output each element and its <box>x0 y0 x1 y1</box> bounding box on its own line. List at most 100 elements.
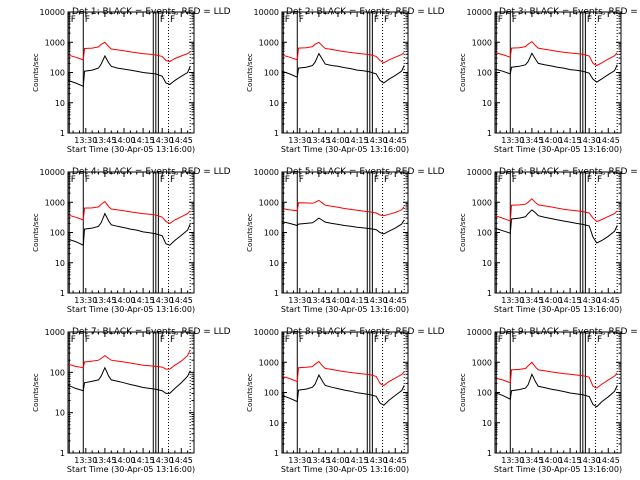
time-marker-label: F <box>374 15 379 25</box>
y-tick-label: 10000 <box>254 168 279 177</box>
events-series-line <box>494 52 618 83</box>
time-marker-label: F <box>597 15 602 25</box>
x-axis-label: Start Time (30-Apr-05 13:16:00) <box>494 305 622 314</box>
x-tick-label: 14:45 <box>384 296 407 305</box>
y-tick-label: 10 <box>482 99 492 108</box>
panel-title: Det 8: BLACK = Events, RED = LLD <box>286 327 445 337</box>
y-tick-label: 100 <box>477 229 492 238</box>
x-tick-label: 14:45 <box>597 456 620 465</box>
time-marker-label: F <box>512 335 517 345</box>
y-tick-label: 100 <box>50 69 65 78</box>
y-axis-label: Counts/sec <box>459 53 467 92</box>
x-tick-label: 14:00 <box>112 136 135 145</box>
y-axis-label: Counts/sec <box>459 213 467 252</box>
x-tick-label: 13:30 <box>288 136 311 145</box>
time-marker-label: F <box>160 175 165 185</box>
y-tick-label: 10 <box>482 259 492 268</box>
x-tick-label: 13:30 <box>288 456 311 465</box>
time-marker-label: F <box>384 175 389 185</box>
x-tick-label: 14:00 <box>539 456 562 465</box>
x-tick-label: 13:45 <box>307 296 330 305</box>
lld-series-line <box>494 40 618 67</box>
x-tick-label: 14:15 <box>132 296 155 305</box>
time-marker-label: F <box>71 15 76 25</box>
y-tick-label: 1 <box>487 449 492 458</box>
y-tick-label: 1 <box>274 129 279 138</box>
time-marker-label: F <box>374 175 379 185</box>
x-tick-label: 14:30 <box>151 456 174 465</box>
time-marker-label: F <box>85 175 90 185</box>
x-tick-label: 14:15 <box>132 456 155 465</box>
y-tick-label: 10 <box>269 419 279 428</box>
x-tick-label: 14:15 <box>346 296 369 305</box>
y-tick-label: 1000 <box>259 198 279 207</box>
y-tick-label: 100 <box>264 229 279 238</box>
y-tick-label: 10 <box>55 409 65 418</box>
y-tick-label: 1 <box>274 289 279 298</box>
y-tick-label: 1000 <box>259 38 279 47</box>
time-marker-label: F <box>285 335 290 345</box>
y-tick-label: 1000 <box>472 358 492 367</box>
y-tick-label: 1 <box>60 449 65 458</box>
plot-frame <box>67 331 195 454</box>
x-tick-label: 13:45 <box>520 456 543 465</box>
x-tick-label: 14:00 <box>326 456 349 465</box>
x-tick-label: 14:45 <box>597 136 620 145</box>
y-tick-label: 10000 <box>467 328 492 337</box>
x-tick-label: 14:30 <box>151 296 174 305</box>
y-tick-label: 10000 <box>467 168 492 177</box>
time-marker-label: F <box>85 15 90 25</box>
time-marker-label: F <box>285 175 290 185</box>
y-tick-label: 10 <box>482 419 492 428</box>
x-tick-label: 14:00 <box>539 296 562 305</box>
x-tick-label: 13:30 <box>501 136 524 145</box>
time-marker-label: F <box>374 335 379 345</box>
panel-title: Det 1: BLACK = Events, RED = LLD <box>72 7 231 17</box>
y-axis-label: Counts/sec <box>459 373 467 412</box>
x-tick-label: 14:30 <box>151 136 174 145</box>
time-marker-label: F <box>160 335 165 345</box>
x-tick-label: 13:45 <box>307 456 330 465</box>
x-tick-label: 13:45 <box>93 456 116 465</box>
time-marker-label: F <box>299 335 304 345</box>
events-series-line <box>494 373 618 408</box>
y-tick-label: 100 <box>50 368 65 377</box>
x-tick-label: 14:30 <box>578 296 601 305</box>
x-tick-label: 14:15 <box>132 136 155 145</box>
x-tick-label: 14:00 <box>112 296 135 305</box>
x-tick-label: 14:15 <box>559 456 582 465</box>
panel-title: Det 2: BLACK = Events, RED = LLD <box>286 7 445 17</box>
events-series-line <box>67 54 191 88</box>
x-tick-label: 14:00 <box>326 296 349 305</box>
lld-series-line <box>281 360 405 387</box>
x-tick-label: 13:45 <box>520 136 543 145</box>
x-axis-label: Start Time (30-Apr-05 13:16:00) <box>281 145 409 154</box>
x-tick-label: 14:00 <box>539 136 562 145</box>
lld-series-line <box>494 198 618 223</box>
y-axis-label: Counts/sec <box>246 373 254 412</box>
y-axis-label: Counts/sec <box>32 373 40 412</box>
panel-title: Det 6: BLACK = Events, RED = LLD <box>499 167 640 177</box>
y-tick-label: 10000 <box>254 328 279 337</box>
lld-series-line <box>281 41 405 64</box>
x-tick-label: 13:30 <box>288 296 311 305</box>
y-tick-label: 10 <box>55 99 65 108</box>
x-axis-label: Start Time (30-Apr-05 13:16:00) <box>67 465 195 474</box>
panel-title: Det 5: BLACK = Events, RED = LLD <box>286 167 445 177</box>
y-tick-label: 1 <box>487 129 492 138</box>
y-tick-label: 100 <box>50 229 65 238</box>
lld-series-line <box>494 361 618 389</box>
events-series-line <box>281 373 405 406</box>
x-tick-label: 13:30 <box>501 456 524 465</box>
events-series-line <box>494 209 618 244</box>
time-marker-label: F <box>587 175 592 185</box>
x-axis-label: Start Time (30-Apr-05 13:16:00) <box>67 305 195 314</box>
y-tick-label: 10000 <box>254 8 279 17</box>
y-tick-label: 1000 <box>45 38 65 47</box>
